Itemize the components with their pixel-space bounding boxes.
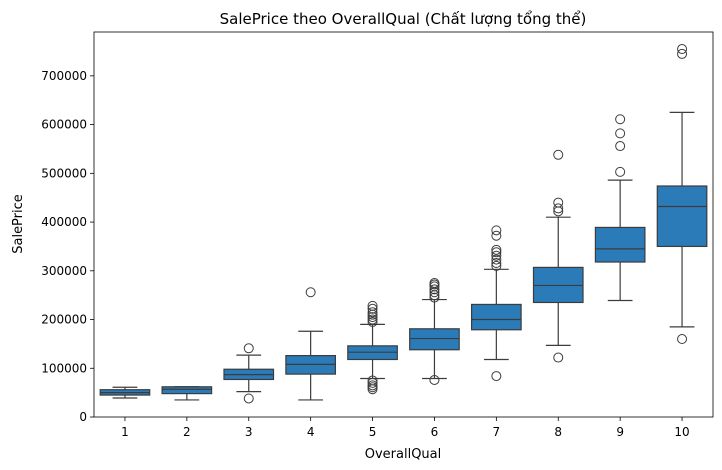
outlier-point xyxy=(491,230,502,241)
x-axis-title: OverallQual xyxy=(365,447,442,462)
outlier-point xyxy=(491,260,502,271)
outlier-point xyxy=(429,277,440,288)
x-tick-label: 9 xyxy=(616,425,624,439)
outlier-point xyxy=(553,203,564,214)
outlier-point xyxy=(491,250,502,261)
x-tick-label: 5 xyxy=(369,425,377,439)
y-tick-label: 400000 xyxy=(41,215,87,229)
box-group-2 xyxy=(161,386,213,401)
y-axis-title: SalePrice xyxy=(11,194,26,254)
x-tick-label: 1 xyxy=(121,425,129,439)
iqr-box xyxy=(409,328,460,351)
box-group-9 xyxy=(594,114,646,302)
outlier-point xyxy=(677,334,688,345)
outlier-point xyxy=(367,314,378,325)
outlier-point xyxy=(243,393,254,404)
outlier-point xyxy=(553,149,564,160)
box-group-7 xyxy=(470,225,522,382)
outlier-point xyxy=(491,247,502,258)
outlier-point xyxy=(553,197,564,208)
iqr-box xyxy=(470,303,522,331)
outlier-point xyxy=(429,284,440,295)
outlier-point xyxy=(429,374,440,385)
outlier-point xyxy=(367,316,378,327)
x-tick-label: 8 xyxy=(554,425,562,439)
outlier-point xyxy=(491,244,502,255)
outlier-point xyxy=(491,225,502,236)
y-tick-label: 200000 xyxy=(41,313,87,327)
box-group-8 xyxy=(532,149,584,363)
outlier-point xyxy=(367,312,378,323)
box-series xyxy=(99,44,708,404)
x-tick-label: 2 xyxy=(183,425,191,439)
box-group-1 xyxy=(99,386,151,399)
outlier-point xyxy=(367,303,378,314)
outlier-point xyxy=(429,292,440,303)
iqr-box xyxy=(656,185,708,248)
box-group-6 xyxy=(409,277,460,385)
box-group-4 xyxy=(285,287,337,401)
chart-title: SalePrice theo OverallQual (Chất lượng t… xyxy=(220,10,587,28)
outlier-point xyxy=(243,343,254,354)
y-tick-label: 600000 xyxy=(41,118,87,132)
box-group-5 xyxy=(347,300,398,395)
x-tick-label: 10 xyxy=(674,425,689,439)
outlier-point xyxy=(367,377,378,388)
box-group-10 xyxy=(656,44,708,345)
x-tick-label: 4 xyxy=(307,425,315,439)
x-tick-label: 3 xyxy=(245,425,253,439)
y-tick-label: 500000 xyxy=(41,166,87,180)
x-tick-label: 7 xyxy=(493,425,501,439)
outlier-point xyxy=(491,258,502,268)
outlier-point xyxy=(553,352,564,363)
outlier-point xyxy=(615,141,626,152)
x-tick-label: 6 xyxy=(431,425,439,439)
outlier-point xyxy=(615,114,626,125)
outlier-point xyxy=(615,166,626,177)
outlier-point xyxy=(677,48,688,59)
outlier-point xyxy=(367,307,378,318)
y-axis: 0 100000 200000 300000 400000 500000 600000 700… xyxy=(41,69,94,424)
box-group-3 xyxy=(223,343,275,404)
y-tick-label: 100000 xyxy=(41,361,87,375)
outlier-point xyxy=(491,254,502,265)
iqr-box xyxy=(161,386,213,395)
outlier-point xyxy=(305,287,316,298)
y-tick-label: 300000 xyxy=(41,264,87,278)
x-axis: 1 2 3 4 5 6 7 8 9 10 xyxy=(121,417,690,439)
outlier-point xyxy=(615,128,626,139)
plot-area xyxy=(93,31,714,418)
outlier-point xyxy=(367,300,378,311)
outlier-point xyxy=(367,375,378,386)
y-tick-label: 0 xyxy=(79,410,87,424)
y-tick-label: 700000 xyxy=(41,69,87,83)
outlier-point xyxy=(491,371,502,382)
outlier-point xyxy=(367,380,378,391)
iqr-box xyxy=(594,226,646,263)
outlier-point xyxy=(677,44,688,55)
